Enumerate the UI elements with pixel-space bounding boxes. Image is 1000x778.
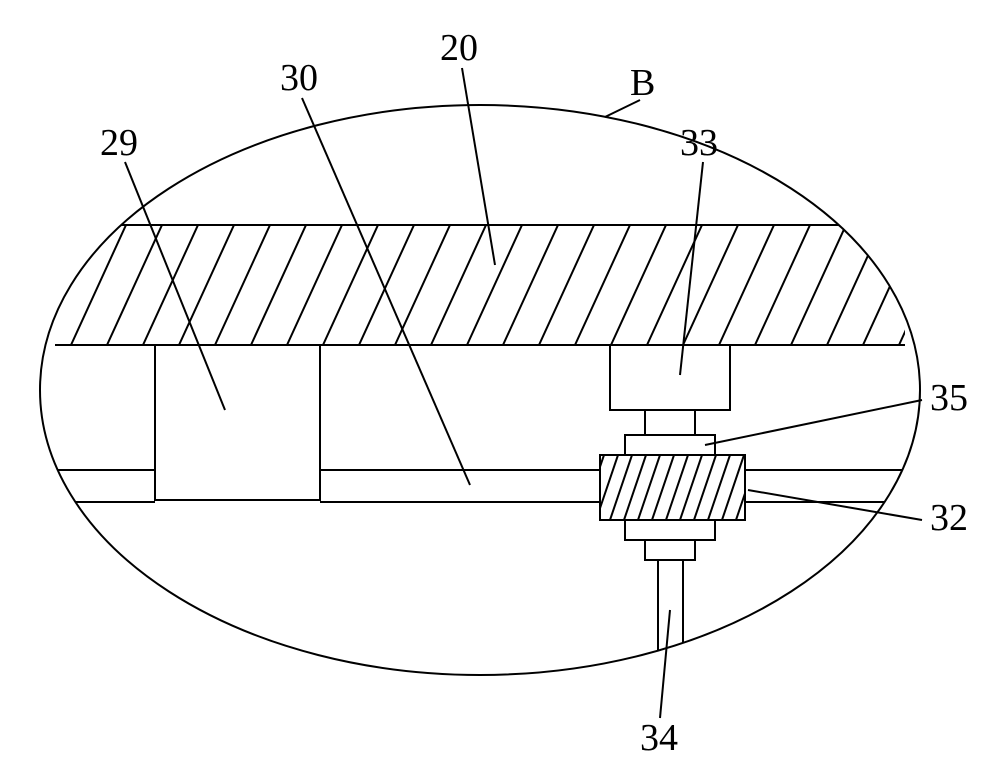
leader-32 xyxy=(748,490,922,520)
leader-35 xyxy=(705,400,922,445)
label-35: 35 xyxy=(930,377,968,419)
leader-20 xyxy=(462,68,495,265)
label-20: 20 xyxy=(440,27,478,69)
label-33: 33 xyxy=(680,122,718,164)
label-29: 29 xyxy=(100,122,138,164)
label-32: 32 xyxy=(930,497,968,539)
label-30: 30 xyxy=(280,57,318,99)
label-34: 34 xyxy=(640,717,678,759)
leader-30 xyxy=(302,98,470,485)
leader-33 xyxy=(680,162,703,375)
label-B: B xyxy=(630,62,655,104)
